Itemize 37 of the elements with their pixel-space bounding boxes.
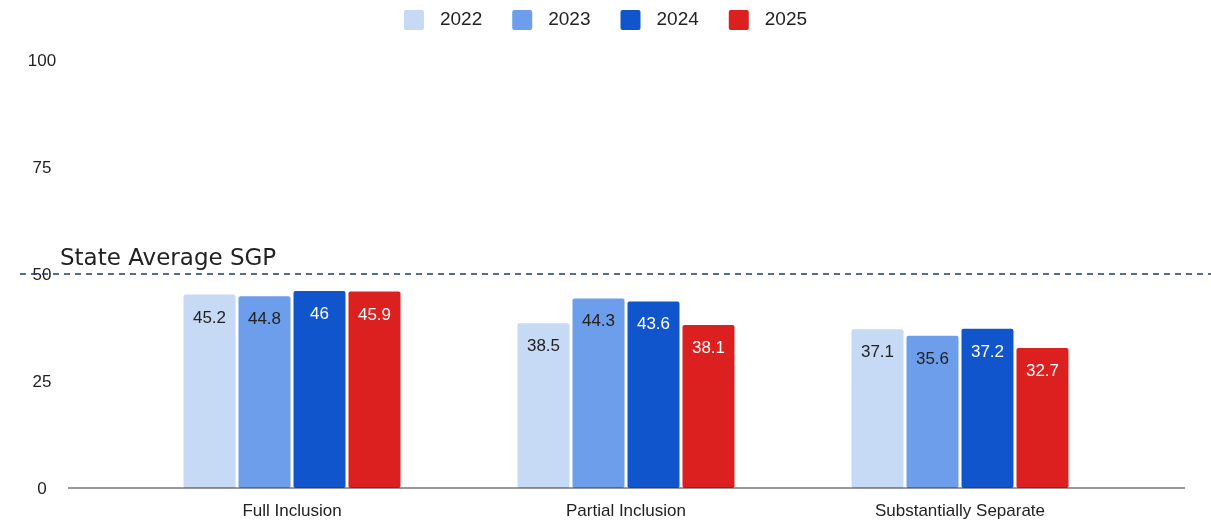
legend-label: 2025 <box>764 8 808 29</box>
y-tick-label: 0 <box>37 478 47 498</box>
y-tick-label: 25 <box>32 371 52 391</box>
bar <box>348 291 401 488</box>
data-label: 38.1 <box>691 337 726 357</box>
x-tick-label: Partial Inclusion <box>565 501 687 520</box>
legend-label: 2022 <box>439 8 483 29</box>
bar <box>851 329 904 488</box>
bar <box>517 323 570 488</box>
bar <box>961 328 1014 488</box>
y-tick-label: 75 <box>32 157 52 177</box>
ref-line-label: State Average SGP <box>60 244 277 270</box>
legend-label: 2023 <box>548 8 591 29</box>
data-label: 38.5 <box>526 336 561 356</box>
data-label: 37.2 <box>970 341 1005 361</box>
y-tick-label: 50 <box>32 264 52 284</box>
data-label: 44.8 <box>247 309 282 329</box>
bar <box>572 298 625 488</box>
data-label: 45.2 <box>192 307 227 327</box>
bar <box>293 291 346 488</box>
data-label: 43.6 <box>636 314 671 334</box>
data-label: 32.7 <box>1025 361 1060 381</box>
legend-label: 2024 <box>656 8 700 29</box>
bar <box>238 296 291 488</box>
bar <box>627 301 680 488</box>
data-label: 37.1 <box>860 342 895 362</box>
bar <box>183 294 236 488</box>
data-label: 44.3 <box>581 311 616 331</box>
x-tick-label: Full Inclusion <box>242 501 342 520</box>
bar <box>1016 348 1069 488</box>
bar <box>906 335 959 488</box>
y-tick-label: 100 <box>27 50 57 70</box>
data-label: 45.9 <box>357 304 392 324</box>
data-label: 35.6 <box>915 348 950 368</box>
data-label: 46 <box>310 304 329 324</box>
x-tick-label: Substantially Separate <box>874 501 1046 520</box>
bar <box>682 324 735 488</box>
